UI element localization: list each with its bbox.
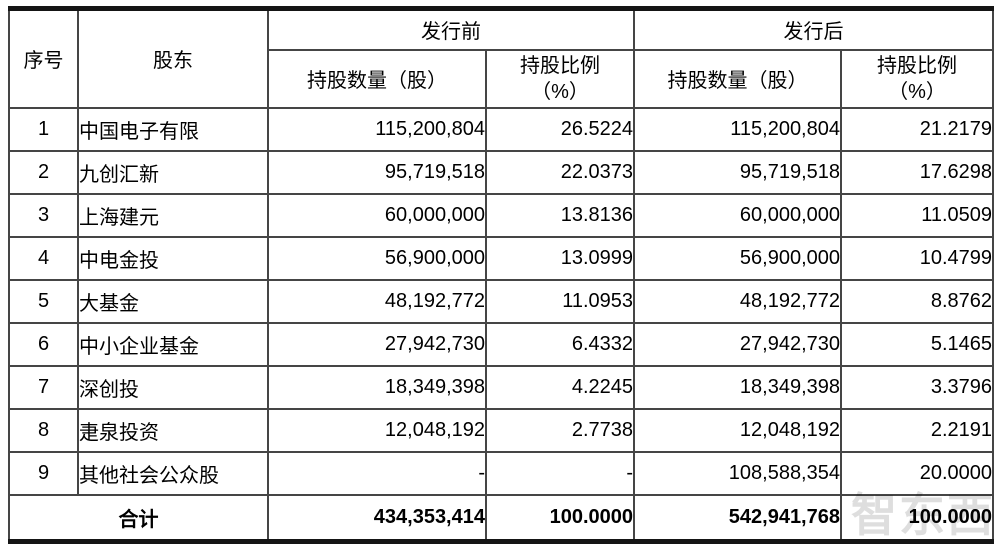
table-row: 4 中电金投 56,900,000 13.0999 56,900,000 10.… [8, 235, 994, 281]
shareholder-cell: 疌泉投资 [77, 407, 269, 453]
seq-cell: 5 [8, 278, 79, 324]
total-row: 合计 434,353,414 100.0000 542,941,768 100.… [8, 493, 994, 543]
before-pct-cell: 4.2245 [485, 364, 635, 410]
after-pct-cell: 17.6298 [840, 149, 994, 195]
after-pct-cell: 21.2179 [840, 106, 994, 152]
header-before-qty: 持股数量（股） [267, 48, 487, 109]
after-qty-cell: 56,900,000 [633, 235, 842, 281]
table-row: 5 大基金 48,192,772 11.0953 48,192,772 8.87… [8, 278, 994, 324]
before-pct-cell: - [485, 450, 635, 496]
shareholder-cell: 中国电子有限 [77, 106, 269, 152]
after-qty-cell: 95,719,518 [633, 149, 842, 195]
before-pct-cell: 22.0373 [485, 149, 635, 195]
table-row: 1 中国电子有限 115,200,804 26.5224 115,200,804… [8, 106, 994, 152]
before-qty-cell: 60,000,000 [267, 192, 487, 238]
after-pct-cell: 2.2191 [840, 407, 994, 453]
seq-cell: 3 [8, 192, 79, 238]
after-pct-cell: 5.1465 [840, 321, 994, 367]
shareholding-table: 序号 股东 发行前 发行后 持股数量（股） 持股比例 （%） 持股数量（股） 持股… [8, 6, 994, 544]
before-pct-cell: 11.0953 [485, 278, 635, 324]
after-qty-cell: 18,349,398 [633, 364, 842, 410]
header-before-issuance: 发行前 [267, 7, 635, 51]
total-before-pct-cell: 100.0000 [485, 493, 635, 543]
before-qty-cell: 115,200,804 [267, 106, 487, 152]
seq-cell: 2 [8, 149, 79, 195]
before-qty-cell: 27,942,730 [267, 321, 487, 367]
seq-cell: 4 [8, 235, 79, 281]
header-after-qty: 持股数量（股） [633, 48, 842, 109]
header-seq: 序号 [8, 7, 79, 109]
header-before-pct: 持股比例 （%） [485, 48, 635, 109]
table-row: 2 九创汇新 95,719,518 22.0373 95,719,518 17.… [8, 149, 994, 195]
shareholder-cell: 中电金投 [77, 235, 269, 281]
header-after-issuance: 发行后 [633, 7, 994, 51]
pct-label-line1: 持股比例 [877, 54, 957, 77]
before-qty-cell: 18,349,398 [267, 364, 487, 410]
header-after-pct: 持股比例 （%） [840, 48, 994, 109]
seq-cell: 8 [8, 407, 79, 453]
seq-cell: 6 [8, 321, 79, 367]
before-pct-cell: 13.8136 [485, 192, 635, 238]
total-after-qty-cell: 542,941,768 [633, 493, 842, 543]
shareholder-cell: 其他社会公众股 [77, 450, 269, 496]
shareholder-cell: 上海建元 [77, 192, 269, 238]
after-pct-cell: 11.0509 [840, 192, 994, 238]
before-pct-cell: 26.5224 [485, 106, 635, 152]
after-pct-cell: 20.0000 [840, 450, 994, 496]
seq-cell: 9 [8, 450, 79, 496]
pct-label-line1: 持股比例 [520, 54, 600, 77]
pct-label-line2: （%） [888, 80, 946, 103]
total-after-pct-cell: 100.0000 [840, 493, 994, 543]
header-row-groups: 序号 股东 发行前 发行后 [8, 7, 994, 109]
header-row-columns: 持股数量（股） 持股比例 （%） 持股数量（股） 持股比例 （%） [9, 48, 994, 109]
header-shareholder: 股东 [77, 7, 269, 109]
before-qty-cell: 12,048,192 [267, 407, 487, 453]
seq-cell: 7 [8, 364, 79, 410]
shareholder-cell: 中小企业基金 [77, 321, 269, 367]
after-pct-cell: 3.3796 [840, 364, 994, 410]
after-qty-cell: 115,200,804 [633, 106, 842, 152]
before-pct-cell: 6.4332 [485, 321, 635, 367]
table-row: 3 上海建元 60,000,000 13.8136 60,000,000 11.… [8, 192, 994, 238]
after-pct-cell: 10.4799 [840, 235, 994, 281]
after-qty-cell: 27,942,730 [633, 321, 842, 367]
total-before-qty-cell: 434,353,414 [267, 493, 487, 543]
after-qty-cell: 60,000,000 [633, 192, 842, 238]
before-qty-cell: 95,719,518 [267, 149, 487, 195]
pct-label-line2: （%） [531, 80, 589, 103]
shareholder-cell: 深创投 [77, 364, 269, 410]
shareholder-cell: 九创汇新 [77, 149, 269, 195]
table-row: 8 疌泉投资 12,048,192 2.7738 12,048,192 2.21… [8, 407, 994, 453]
after-qty-cell: 12,048,192 [633, 407, 842, 453]
before-qty-cell: - [267, 450, 487, 496]
after-qty-cell: 48,192,772 [633, 278, 842, 324]
before-qty-cell: 48,192,772 [267, 278, 487, 324]
shareholder-cell: 大基金 [77, 278, 269, 324]
after-qty-cell: 108,588,354 [633, 450, 842, 496]
after-pct-cell: 8.8762 [840, 278, 994, 324]
before-qty-cell: 56,900,000 [267, 235, 487, 281]
table-row: 9 其他社会公众股 - - 108,588,354 20.0000 [8, 450, 994, 496]
total-label-cell: 合计 [8, 493, 269, 543]
table-row: 6 中小企业基金 27,942,730 6.4332 27,942,730 5.… [8, 321, 994, 367]
before-pct-cell: 2.7738 [485, 407, 635, 453]
table-row: 7 深创投 18,349,398 4.2245 18,349,398 3.379… [8, 364, 994, 410]
seq-cell: 1 [8, 106, 79, 152]
before-pct-cell: 13.0999 [485, 235, 635, 281]
